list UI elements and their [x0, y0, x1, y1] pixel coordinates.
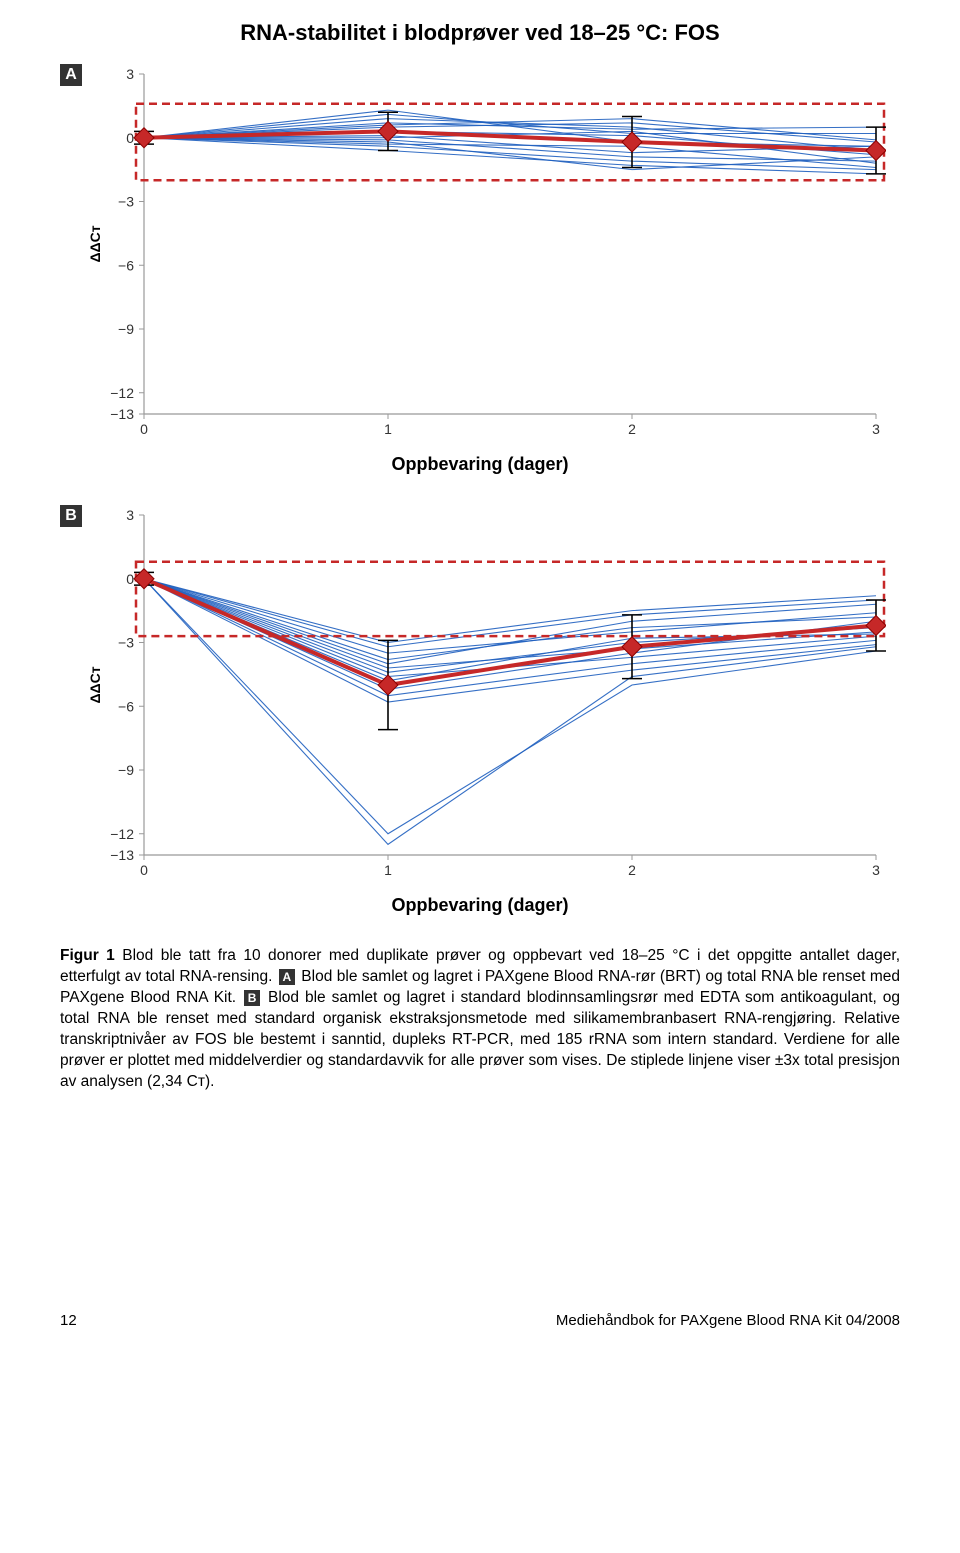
svg-text:3: 3 — [872, 421, 880, 437]
panel-a-label: A — [60, 64, 82, 86]
svg-text:3: 3 — [126, 66, 134, 82]
caption-lead: Figur 1 — [60, 947, 115, 964]
svg-text:0: 0 — [126, 571, 134, 587]
svg-text:0: 0 — [140, 421, 148, 437]
page-footer: 12 Mediehåndbok for PAXgene Blood RNA Ki… — [60, 1312, 900, 1329]
svg-text:−12: −12 — [110, 826, 134, 842]
caption-badge-a: A — [279, 969, 295, 985]
panel-b-x-axis-title: Oppbevaring (dager) — [60, 895, 900, 916]
footer-doc-title: Mediehåndbok for PAXgene Blood RNA Kit 0… — [556, 1312, 900, 1329]
footer-page-number: 12 — [60, 1312, 77, 1329]
svg-text:2: 2 — [628, 862, 636, 878]
svg-text:3: 3 — [126, 507, 134, 523]
svg-text:0: 0 — [126, 130, 134, 146]
caption-badge-b: B — [244, 990, 260, 1006]
svg-text:−9: −9 — [118, 321, 134, 337]
svg-text:−6: −6 — [118, 698, 134, 714]
panel-b-chart: 3 0 −3 −6 −9 −12 −13 0 1 2 3 ΔΔCᴛ — [86, 505, 886, 885]
svg-text:−13: −13 — [110, 847, 134, 863]
svg-text:1: 1 — [384, 862, 392, 878]
svg-text:0: 0 — [140, 862, 148, 878]
svg-text:3: 3 — [872, 862, 880, 878]
panel-b-label: B — [60, 505, 82, 527]
panel-b-wrapper: B 3 0 −3 −6 −9 −12 −13 0 1 2 3 ΔΔCᴛ — [60, 505, 900, 885]
svg-text:−12: −12 — [110, 385, 134, 401]
svg-text:−13: −13 — [110, 406, 134, 422]
svg-text:−6: −6 — [118, 257, 134, 273]
figure-caption: Figur 1 Blod ble tatt fra 10 donorer med… — [60, 946, 900, 1092]
svg-text:1: 1 — [384, 421, 392, 437]
svg-text:2: 2 — [628, 421, 636, 437]
svg-text:−9: −9 — [118, 762, 134, 778]
svg-text:−3: −3 — [118, 635, 134, 651]
svg-text:−3: −3 — [118, 194, 134, 210]
svg-text:ΔΔCᴛ: ΔΔCᴛ — [87, 666, 103, 703]
panel-a-wrapper: A 3 0 −3 −6 −9 −12 −13 0 1 2 3 ΔΔCᴛ — [60, 64, 900, 444]
panel-a-x-axis-title: Oppbevaring (dager) — [60, 454, 900, 475]
svg-text:ΔΔCᴛ: ΔΔCᴛ — [87, 225, 103, 262]
panel-a-chart: 3 0 −3 −6 −9 −12 −13 0 1 2 3 ΔΔCᴛ — [86, 64, 886, 444]
page-title: RNA-stabilitet i blodprøver ved 18–25 °C… — [60, 20, 900, 46]
